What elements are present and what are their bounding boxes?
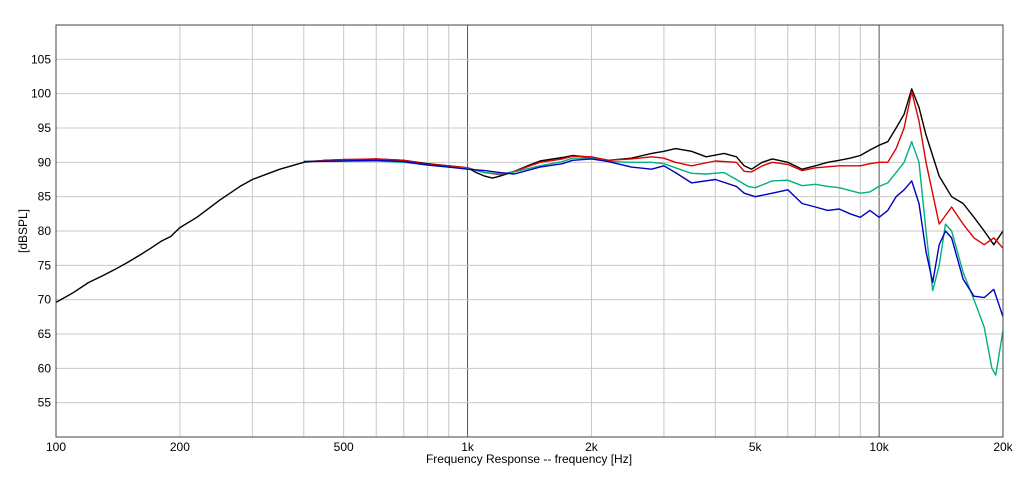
x-tick-label: 20k xyxy=(993,440,1013,454)
y-tick-label: 105 xyxy=(31,52,51,66)
x-tick-label: 5k xyxy=(749,440,763,454)
y-tick-label: 75 xyxy=(38,258,52,272)
plot-frame xyxy=(55,24,1004,438)
y-tick-label: 95 xyxy=(38,121,52,135)
y-tick-label: 100 xyxy=(31,87,51,101)
y-tick-label: 55 xyxy=(38,396,52,410)
series-line-1 xyxy=(55,88,1004,304)
y-tick-label: 85 xyxy=(38,190,52,204)
x-tick-label: 10k xyxy=(869,440,889,454)
series-line-4 xyxy=(303,158,1004,318)
series-lines xyxy=(55,88,1004,376)
x-axis-label: Frequency Response -- frequency [Hz] xyxy=(426,452,632,466)
x-tick-label: 1k xyxy=(461,440,475,454)
x-tick-label: 100 xyxy=(46,440,66,454)
y-tick-label: 70 xyxy=(38,293,52,307)
y-tick-labels: 55 60 65 70 75 80 85 90 95 100 105 xyxy=(31,52,51,409)
x-tick-label: 2k xyxy=(585,440,599,454)
x-tick-labels: 100 200 500 1k 2k 5k 10k 20k xyxy=(46,440,1014,454)
y-tick-label: 60 xyxy=(38,361,52,375)
y-tick-label: 80 xyxy=(38,224,52,238)
y-tick-label: 65 xyxy=(38,327,52,341)
grid xyxy=(55,25,1004,437)
y-axis-label: [dBSPL] xyxy=(16,209,30,253)
series-line-3 xyxy=(303,140,1004,376)
x-tick-label: 200 xyxy=(170,440,190,454)
x-tick-label: 500 xyxy=(334,440,354,454)
y-tick-label: 90 xyxy=(38,155,52,169)
